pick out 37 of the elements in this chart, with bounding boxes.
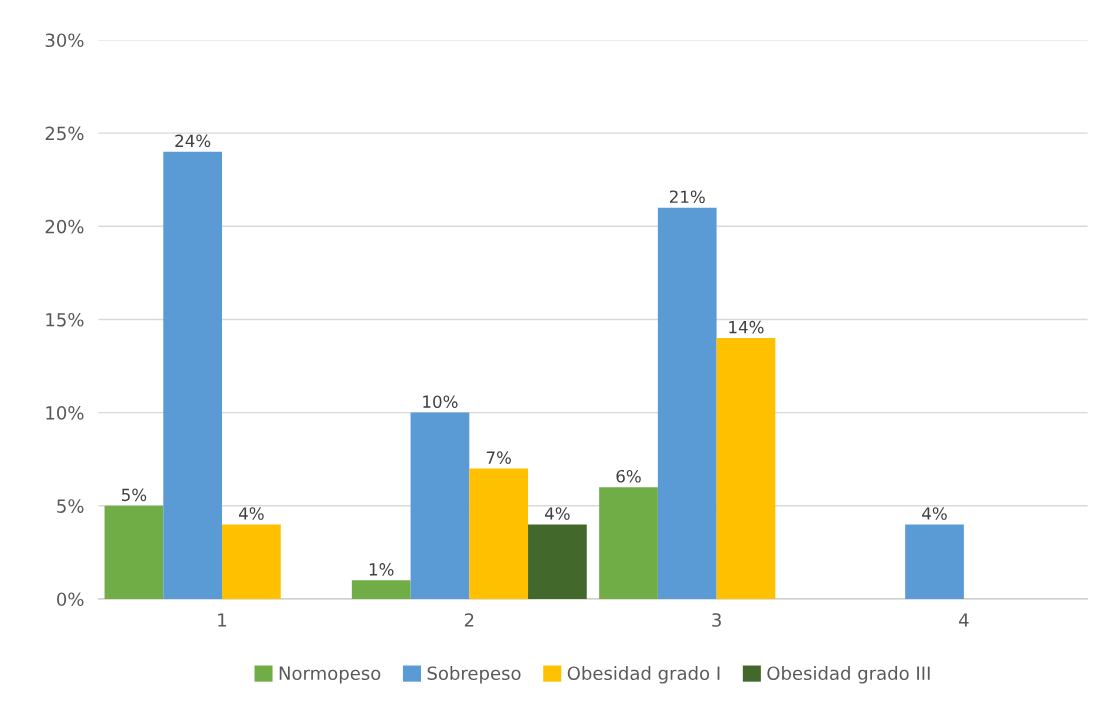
bar — [599, 487, 658, 599]
y-tick-label: 10% — [46, 406, 84, 420]
data-label: 4% — [545, 507, 570, 520]
legend-label: Normopeso — [279, 666, 381, 684]
y-tick-label: 0% — [57, 592, 84, 607]
data-label: 4% — [238, 507, 264, 520]
x-tick-label: 1 — [218, 613, 227, 627]
data-label: 21% — [669, 190, 705, 204]
data-label: 6% — [616, 469, 641, 483]
y-tick-label: 15% — [46, 312, 84, 327]
bar — [351, 580, 411, 599]
legend-label: Sobrepeso — [427, 666, 521, 684]
bar — [716, 338, 776, 599]
data-label: 24% — [175, 134, 211, 148]
legend-label: Obesidad grado III — [767, 666, 930, 684]
y-tick-label: 5% — [57, 499, 84, 513]
bar — [410, 412, 470, 599]
y-tick-label: 25% — [45, 126, 84, 141]
bar — [222, 524, 281, 599]
x-tick-label: 2 — [464, 613, 474, 627]
data-label: 14% — [729, 320, 764, 334]
data-label: 4% — [922, 507, 947, 520]
bar — [104, 505, 164, 599]
bar — [163, 151, 223, 599]
x-tick-label: 3 — [712, 613, 721, 627]
bar — [469, 468, 529, 599]
x-tick-label: 4 — [959, 613, 969, 627]
data-label: 1% — [369, 563, 394, 576]
bar — [905, 524, 964, 599]
legend-label: Obesidad grado I — [567, 666, 720, 684]
y-tick-label: 20% — [45, 219, 84, 234]
y-tick-label: 30% — [45, 33, 84, 48]
bar — [528, 524, 587, 599]
data-label: 7% — [486, 451, 511, 464]
bar — [657, 207, 717, 599]
data-label: 5% — [121, 488, 147, 502]
data-label: 10% — [423, 395, 458, 408]
